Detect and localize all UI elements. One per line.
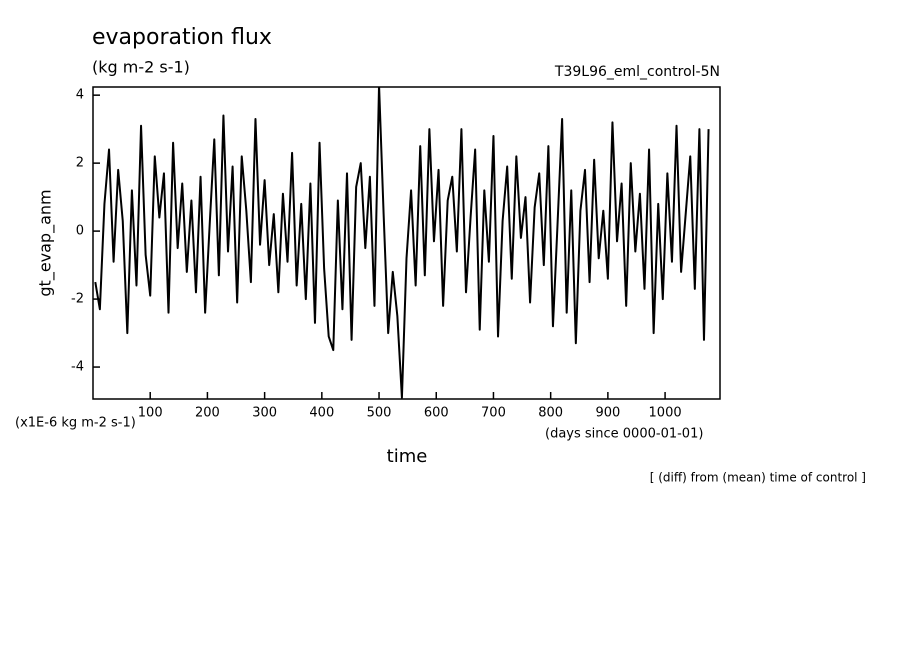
y-axis-label: gt_evap_anm <box>36 189 56 296</box>
chart-title: evaporation flux <box>92 25 272 50</box>
x-tick-label: 100 <box>138 406 163 421</box>
x-tick-label: 900 <box>595 406 620 421</box>
run-name: T39L96_eml_control-5N <box>554 64 720 80</box>
x-tick-label: 600 <box>424 406 449 421</box>
x-tick-label: 1000 <box>649 406 682 421</box>
y-tick-label: -2 <box>71 292 84 307</box>
y-tick-label: 2 <box>76 156 84 171</box>
x-tick-label: 300 <box>252 406 277 421</box>
x-tick-label: 400 <box>309 406 334 421</box>
data-line <box>94 87 710 399</box>
x-axis-label: time <box>387 446 428 467</box>
y-tick-label: 0 <box>76 224 84 239</box>
x-tick-label: 700 <box>481 406 506 421</box>
plot-frame <box>92 86 721 400</box>
x-tick-label: 200 <box>195 406 220 421</box>
chart-subtitle: (kg m-2 s-1) <box>92 58 190 77</box>
annotation: [ (diff) from (mean) time of control ] <box>650 471 866 485</box>
x-tick-label: 800 <box>538 406 563 421</box>
y-tick-label: 4 <box>76 88 84 103</box>
y-tick-label: -4 <box>71 360 84 375</box>
y-unit-label: (x1E-6 kg m-2 s-1) <box>15 416 136 431</box>
x-tick-label: 500 <box>367 406 392 421</box>
x-unit-label: (days since 0000-01-01) <box>545 427 703 442</box>
